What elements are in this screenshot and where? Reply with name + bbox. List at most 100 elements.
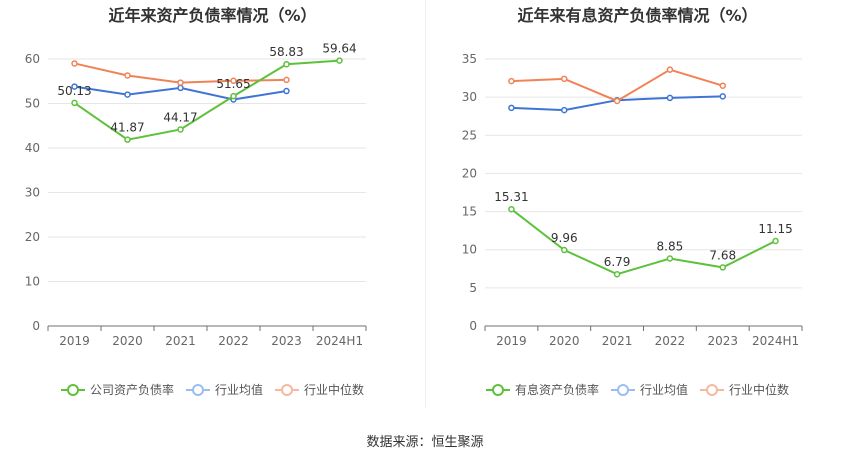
data-point xyxy=(508,104,515,112)
data-label: 59.64 xyxy=(322,42,356,56)
y-tick-label: 15 xyxy=(462,205,477,219)
data-point xyxy=(71,99,78,107)
y-tick-label: 40 xyxy=(25,141,40,155)
legend-item-company[interactable]: 有息资产负债率 xyxy=(485,381,599,398)
data-point xyxy=(561,246,568,254)
y-tick-label: 25 xyxy=(462,128,477,142)
data-point xyxy=(230,77,237,85)
y-tick-label: 5 xyxy=(469,281,477,295)
data-point xyxy=(613,270,621,278)
data-point xyxy=(283,60,290,68)
data-point xyxy=(772,237,779,245)
legend-label: 公司资产负债率 xyxy=(89,383,174,397)
x-tick-label: 2019 xyxy=(59,334,90,348)
panel-divider xyxy=(425,0,426,408)
y-tick-label: 10 xyxy=(25,275,40,289)
legend-marker-icon xyxy=(275,383,299,397)
legend-label: 有息资产负债率 xyxy=(514,383,599,397)
y-tick-label: 0 xyxy=(469,319,477,333)
data-point xyxy=(719,82,726,89)
data-point xyxy=(177,84,184,92)
chart-panel-right: 近年来有息资产负债率情况（%） 0 5 10 15 20 25 30 35 2019 2020 20… xyxy=(425,0,850,410)
line-chart-right: 0 5 10 15 20 25 30 35 2019 2020 2021 2022 2023 2024H1… xyxy=(462,52,803,348)
y-tick-label: 0 xyxy=(32,319,40,333)
legend-marker-icon xyxy=(485,383,510,397)
data-label: 44.17 xyxy=(163,110,197,124)
data-source-note: 数据来源：恒生聚源 xyxy=(366,435,484,450)
legend-marker-icon xyxy=(60,383,85,397)
data-label: 6.79 xyxy=(604,255,631,269)
data-label: 15.31 xyxy=(494,190,528,204)
data-label: 8.85 xyxy=(657,239,684,253)
data-point xyxy=(71,60,78,67)
legend: 有息资产负债率 行业均值 行业中位数 xyxy=(425,381,850,398)
data-point xyxy=(613,97,621,105)
data-label: 7.68 xyxy=(709,248,736,262)
data-point xyxy=(283,76,290,84)
y-tick-label: 35 xyxy=(462,52,477,66)
y-tick-label: 50 xyxy=(25,97,40,111)
data-point xyxy=(336,57,343,64)
data-point xyxy=(666,255,674,262)
data-point xyxy=(124,91,131,98)
data-point xyxy=(230,92,237,100)
x-tick-label: 2022 xyxy=(655,334,686,348)
series-line xyxy=(73,59,340,141)
legend-label: 行业均值 xyxy=(214,383,263,397)
y-tick-label: 20 xyxy=(462,166,477,180)
data-label: 41.87 xyxy=(110,121,144,135)
data-point xyxy=(124,72,131,79)
legend-marker-icon xyxy=(610,383,635,397)
data-label: 9.96 xyxy=(551,231,578,245)
legend-item-industry-median[interactable]: 行业中位数 xyxy=(275,381,364,398)
legend-marker-icon xyxy=(185,383,210,397)
series-line xyxy=(511,68,724,103)
x-tick-label: 2024H1 xyxy=(316,334,363,348)
chart-panel-left: 近年来资产负债率情况（%） 0 10 20 30 40 50 60 2019 2020 2021 2… xyxy=(0,0,425,410)
y-tick-label: 30 xyxy=(25,186,40,200)
x-tick-label: 2020 xyxy=(549,334,580,348)
data-label: 11.15 xyxy=(758,222,792,236)
x-tick-label: 2021 xyxy=(602,334,633,348)
legend-item-industry-mean[interactable]: 行业均值 xyxy=(610,381,688,398)
data-point xyxy=(508,77,515,85)
legend-label: 行业中位数 xyxy=(729,383,790,397)
legend-item-company[interactable]: 公司资产负债率 xyxy=(60,381,174,398)
line-chart-left: 0 10 20 30 40 50 60 2019 2020 2021 2022 2023 2024H1 5… xyxy=(25,42,367,348)
data-point xyxy=(124,136,131,143)
legend-item-industry-mean[interactable]: 行业均值 xyxy=(185,381,263,398)
y-tick-label: 60 xyxy=(25,52,40,66)
legend-item-industry-median[interactable]: 行业中位数 xyxy=(700,381,789,398)
x-tick-label: 2022 xyxy=(218,334,249,348)
y-tick-label: 20 xyxy=(25,230,40,244)
data-label: 50.13 xyxy=(57,84,91,98)
legend-label: 行业中位数 xyxy=(304,383,365,397)
y-tick-label: 30 xyxy=(462,90,477,104)
x-tick-label: 2021 xyxy=(165,334,196,348)
data-point xyxy=(666,66,674,73)
x-tick-label: 2023 xyxy=(707,334,738,348)
chart-title: 近年来有息资产负债率情况（%） xyxy=(517,6,758,25)
data-label: 51.65 xyxy=(216,77,250,91)
data-label: 58.83 xyxy=(269,45,303,59)
data-point xyxy=(561,75,568,83)
legend-label: 行业均值 xyxy=(639,383,688,397)
data-point xyxy=(177,126,184,133)
data-point xyxy=(719,264,726,271)
series-line xyxy=(510,208,777,276)
legend-marker-icon xyxy=(700,383,724,397)
x-tick-label: 2023 xyxy=(271,334,302,348)
y-tick-label: 10 xyxy=(462,243,477,257)
data-point xyxy=(177,79,184,86)
data-point xyxy=(508,205,515,213)
x-tick-label: 2020 xyxy=(112,334,143,348)
x-tick-label: 2024H1 xyxy=(752,334,799,348)
data-point xyxy=(561,106,568,114)
data-point xyxy=(283,87,290,95)
data-point xyxy=(719,93,726,100)
x-tick-label: 2019 xyxy=(496,334,527,348)
chart-title: 近年来资产负债率情况（%） xyxy=(108,6,317,25)
data-point xyxy=(666,94,674,102)
data-point xyxy=(71,83,78,90)
legend: 公司资产负债率 行业均值 行业中位数 xyxy=(0,381,425,398)
